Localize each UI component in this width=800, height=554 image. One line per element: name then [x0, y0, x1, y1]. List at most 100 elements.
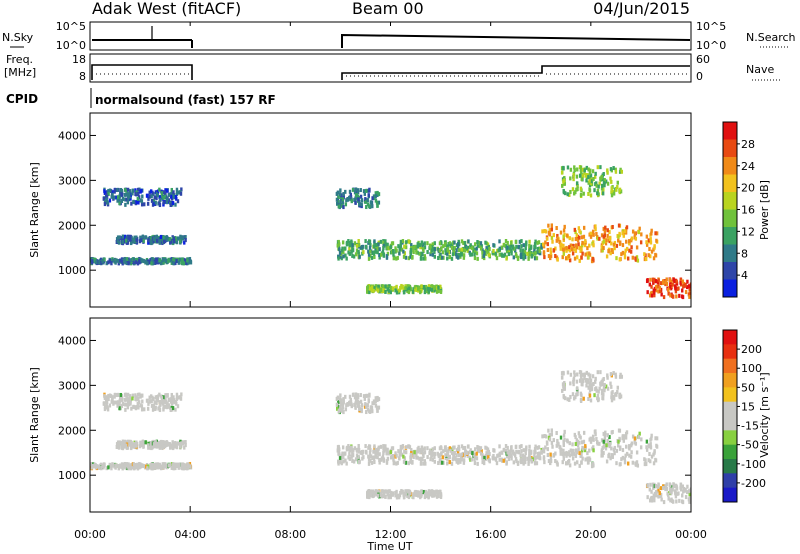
velocity-echo-cell	[148, 399, 152, 404]
power-echo-cell	[556, 257, 559, 262]
power-echo-cell	[614, 167, 617, 172]
velocity-echo-cell	[149, 394, 153, 399]
velocity-echo-cell	[402, 492, 405, 497]
power-echo-cell	[386, 245, 389, 250]
power-echo-cell	[438, 241, 442, 246]
power-echo-cell	[381, 289, 385, 294]
power-echo-cell	[120, 199, 124, 204]
power-echo-cell	[652, 280, 655, 285]
velocity-echo-cell	[484, 445, 487, 450]
power-echo-cell	[600, 186, 604, 191]
velocity-echo-cell	[336, 406, 339, 411]
velocity-echo-cell	[451, 457, 455, 462]
power-echo-cell	[384, 242, 388, 247]
power-echo-cell	[374, 194, 377, 199]
time-tick-label: 04:00	[174, 528, 206, 541]
velocity-echo-cell	[573, 396, 576, 401]
velocity-echo-cell	[425, 493, 429, 498]
velocity-echo-cell	[441, 460, 444, 465]
power-echo-cell	[529, 245, 533, 250]
power-echo-cell	[175, 240, 179, 245]
power-echo-cell	[570, 247, 574, 252]
power-echo-cell	[127, 261, 130, 266]
velocity-echo-cell	[392, 461, 396, 466]
velocity-echo-cell	[357, 448, 361, 453]
velocity-echo-cell	[601, 396, 605, 401]
power-echo-cell	[135, 238, 138, 243]
velocity-echo-cell	[424, 461, 427, 466]
velocity-echo-cell	[620, 374, 624, 379]
velocity-echo-cell	[564, 396, 567, 401]
velocity-echo-cell	[578, 450, 581, 455]
power-echo-cell	[571, 187, 575, 192]
power-echo-cell	[378, 247, 381, 252]
velocity-echo-cell	[476, 445, 479, 450]
power-echo-cell	[654, 253, 658, 258]
velocity-echo-cell	[128, 397, 131, 402]
velocity-echo-cell	[115, 463, 118, 468]
power-echo-cell	[663, 279, 666, 284]
power-echo-cell	[580, 177, 583, 182]
power-echo-cell	[549, 250, 553, 255]
power-echo-cell	[598, 181, 601, 186]
velocity-echo-cell	[400, 452, 404, 457]
velocity-echo-cell	[348, 394, 352, 399]
velocity-echo-cell	[132, 444, 135, 449]
power-echo-cell	[581, 251, 584, 256]
velocity-echo-cell	[367, 398, 370, 403]
power-echo-cell	[592, 232, 595, 237]
velocity-echo-cell	[571, 442, 574, 447]
velocity-echo-cell	[430, 453, 434, 458]
power-echo-cell	[365, 199, 368, 204]
velocity-echo-cell	[118, 398, 122, 403]
velocity-echo-cell	[180, 392, 183, 397]
nsearch-tick-top: 10^5	[696, 20, 726, 33]
power-echo-cell	[166, 188, 169, 193]
velocity-echo-cell	[351, 453, 355, 458]
velocity-echo-cell	[507, 457, 511, 462]
velocity-echo-cell	[573, 432, 577, 437]
power-echo-cell	[560, 166, 564, 171]
velocity-echo-cell	[504, 443, 508, 448]
power-echo-cell	[183, 258, 187, 263]
power-echo-cell	[438, 248, 441, 253]
power-echo-cell	[606, 168, 609, 173]
velocity-echo-cell	[519, 457, 523, 462]
velocity-echo-cell	[103, 394, 106, 399]
velocity-echo-cell	[596, 370, 599, 375]
power-echo-cell	[103, 257, 106, 262]
velocity-echo-cell	[376, 395, 379, 400]
velocity-echo-cell	[609, 456, 612, 461]
power-echo-cell	[158, 187, 161, 192]
velocity-echo-cell	[342, 459, 345, 464]
velocity-echo-cell	[420, 489, 423, 494]
velocity-echo-cell	[650, 489, 653, 494]
velocity-echo-cell	[172, 395, 175, 400]
velocity-echo-cell	[130, 440, 133, 445]
power-echo-cell	[431, 252, 435, 257]
power-echo-cell	[585, 165, 589, 170]
velocity-echo-cell	[433, 454, 436, 459]
power-echo-cell	[530, 253, 534, 258]
velocity-echo-cell	[576, 460, 579, 465]
velocity-echo-cell	[358, 404, 361, 409]
power-echo-cell	[566, 165, 570, 170]
power-echo-cell	[132, 257, 136, 262]
power-echo-cell	[135, 200, 139, 205]
velocity-echo-cell	[370, 406, 373, 411]
power-echo-cell	[357, 249, 360, 254]
velocity-echo-cell	[371, 456, 374, 461]
power-echo-cell	[482, 254, 486, 259]
velocity-echo-cell	[602, 439, 605, 444]
power-echo-cell	[402, 249, 405, 254]
power-echo-cell	[159, 234, 163, 239]
power-echo-cell	[167, 198, 171, 203]
power-echo-cell	[416, 244, 420, 249]
power-echo-cell	[173, 258, 177, 263]
power-echo-cell	[582, 225, 586, 230]
velocity-echo-cell	[344, 458, 347, 463]
power-echo-cell	[605, 254, 609, 259]
velocity-echo-cell	[624, 453, 627, 458]
power-echo-cell	[524, 242, 528, 247]
